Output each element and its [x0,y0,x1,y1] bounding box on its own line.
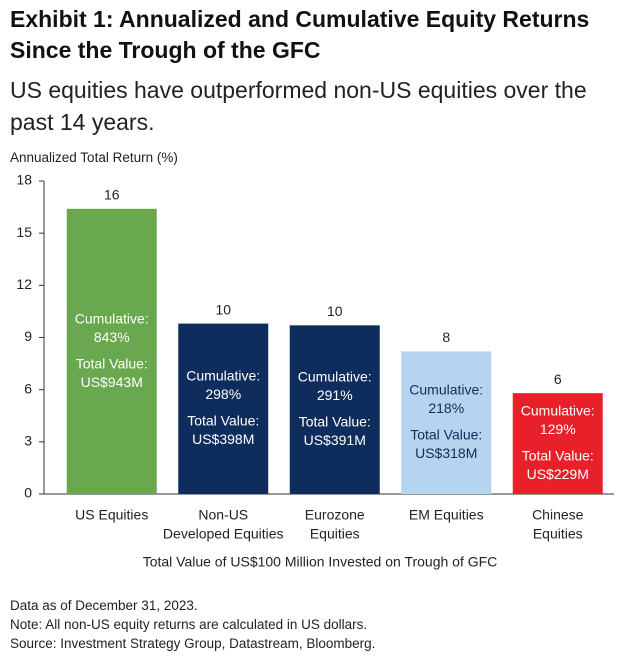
bar-total-label: Total Value: [410,427,482,443]
footnote-source: Source: Investment Strategy Group, Datas… [10,636,376,651]
x-category-label: Eurozone [305,507,365,523]
x-category-label: Equities [533,526,583,542]
bar-cumulative-label: Cumulative: [186,368,260,384]
x-category-label: Developed Equities [163,526,284,542]
y-tick-label: 15 [16,224,32,240]
footnote-date: Data as of December 31, 2023. [10,598,198,613]
bar [401,351,492,494]
x-category-label: US Equities [75,507,148,523]
x-category-label: Non-US [198,507,248,523]
bar-cumulative-value: 843% [94,329,130,345]
x-category-label: EM Equities [409,507,484,523]
bar-chart: 0 3 6 9 12 15 18 16 Cumulative: 843% Total Value: U… [16,172,614,570]
bar [66,208,157,495]
bar-value-label: 16 [104,187,120,203]
y-tick-label: 0 [24,485,32,501]
bar-value-label: 6 [554,371,562,387]
y-tick-label: 12 [16,276,32,292]
y-tick-label: 6 [24,380,32,396]
bar-cumulative-label: Cumulative: [521,403,595,419]
bar-total-value: US$229M [527,466,589,482]
footnote-note: Note: All non-US equity returns are calc… [10,617,368,632]
bar-total-label: Total Value: [299,414,371,430]
x-category-label: Equities [310,526,360,542]
bar-total-value: US$943M [81,374,143,390]
y-tick-label: 9 [24,328,32,344]
bar-cumulative-label: Cumulative: [75,310,149,326]
chart-title: Exhibit 1: Annualized and Cumulative Equ… [10,6,590,63]
bar [512,393,603,494]
x-axis-title: Total Value of US$100 Million Invested o… [143,554,498,570]
y-axis-label: Annualized Total Return (%) [10,150,178,165]
x-category-label: Chinese [532,507,584,523]
bar-cumulative-value: 291% [317,387,353,403]
bar [289,325,380,494]
y-tick-label: 18 [16,172,32,188]
footnotes: Data as of December 31, 2023. Note: All … [10,596,375,653]
bar-cumulative-label: Cumulative: [409,382,483,398]
bar-total-label: Total Value: [187,413,259,429]
chart-subtitle: US equities have outperformed non-US equ… [10,77,587,135]
y-tick-label: 3 [24,433,32,449]
bar-value-label: 8 [442,329,450,345]
bar-total-label: Total Value: [522,448,594,464]
bar-value-label: 10 [215,301,231,317]
bar-total-value: US$318M [415,445,477,461]
bar-cumulative-value: 298% [205,386,241,402]
bar-cumulative-value: 218% [428,400,464,416]
bar [178,323,269,494]
bar-total-value: US$391M [304,432,366,448]
bar-cumulative-value: 129% [540,421,576,437]
bar-value-label: 10 [327,303,343,319]
bar-total-label: Total Value: [76,355,148,371]
bar-cumulative-label: Cumulative: [298,369,372,385]
bar-total-value: US$398M [192,431,254,447]
